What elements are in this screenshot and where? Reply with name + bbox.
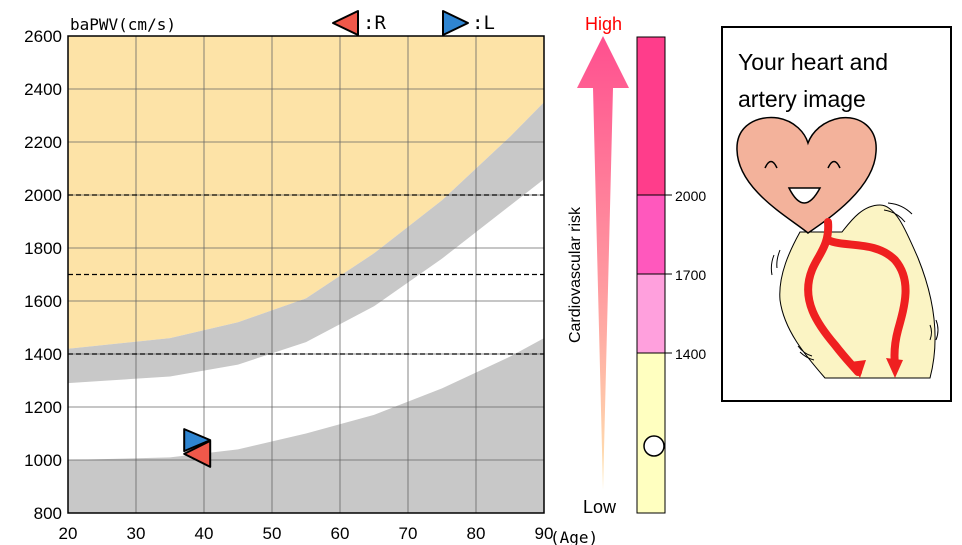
risk-high-label: High <box>585 14 622 34</box>
risk-scale-marker <box>643 435 665 457</box>
risk-level-high <box>636 194 666 275</box>
y-tick-label: 1000 <box>24 451 62 470</box>
scale-label-2000: 2000 <box>675 188 706 204</box>
risk-level-very-high <box>636 36 666 196</box>
y-axis-ticks: 800 1000 1200 1400 1600 1800 2000 2200 2400 2600 <box>24 27 62 523</box>
x-axis-ticks: 20 30 40 50 60 70 80 90 <box>59 524 554 543</box>
x-tick-label: 90 <box>535 524 554 543</box>
blood-flow-left <box>804 218 862 376</box>
risk-scale-bar: 2000 1700 1400 <box>636 36 706 514</box>
y-tick-label: 1200 <box>24 398 62 417</box>
heart-left-eye <box>764 160 778 169</box>
reference-lines <box>68 194 544 355</box>
normal-band-upper <box>68 102 544 384</box>
normal-band-lower <box>68 338 544 513</box>
risk-zone <box>68 36 544 349</box>
risk-axis-label: Cardiovascular risk <box>567 206 584 343</box>
plot-frame <box>67 35 545 514</box>
legend-left-label: :L <box>472 12 495 34</box>
heart-panel: Your heart and artery image <box>721 26 952 402</box>
motion-marks-top <box>883 202 913 223</box>
risk-level-normal <box>636 352 666 514</box>
risk-arrow: High Low Cardiovascular risk <box>567 14 629 517</box>
x-tick-label: 20 <box>59 524 78 543</box>
y-tick-label: 1600 <box>24 292 62 311</box>
right-marker-legend-icon <box>332 10 359 36</box>
x-tick-label: 50 <box>263 524 282 543</box>
plot-area <box>67 35 545 514</box>
x-tick-label: 30 <box>127 524 146 543</box>
heart-right-eye <box>827 160 841 169</box>
left-marker-legend-icon <box>442 10 469 36</box>
risk-arrow-shape <box>577 36 629 490</box>
x-tick-label: 40 <box>195 524 214 543</box>
blood-flow-right-head <box>886 358 903 378</box>
y-axis-label: baPWV(cm/s) <box>70 15 176 34</box>
x-axis-label: (Age) <box>550 528 598 545</box>
y-tick-label: 1800 <box>24 239 62 258</box>
y-tick-label: 2000 <box>24 186 62 205</box>
y-tick-label: 2200 <box>24 133 62 152</box>
x-tick-label: 70 <box>399 524 418 543</box>
risk-level-moderate <box>636 273 666 354</box>
legend: :R :L <box>332 10 495 36</box>
blood-flow-left-head <box>850 360 866 378</box>
motion-marks-right <box>929 319 939 341</box>
y-tick-label: 1400 <box>24 345 62 364</box>
y-tick-label: 2400 <box>24 80 62 99</box>
x-tick-label: 80 <box>467 524 486 543</box>
motion-marks-bottom <box>797 345 815 361</box>
scale-label-1400: 1400 <box>675 346 706 362</box>
heart-mouth <box>787 187 822 204</box>
heart-icon <box>736 116 877 234</box>
marker-right <box>183 439 212 468</box>
heart-panel-line2: artery image <box>738 86 866 112</box>
motion-marks-left <box>770 249 781 276</box>
data-markers <box>183 428 212 468</box>
risk-low-label: Low <box>583 497 617 517</box>
legend-right-label: :R <box>363 12 386 34</box>
y-tick-label: 800 <box>34 504 62 523</box>
marker-left <box>183 428 212 453</box>
heart-panel-line1: Your heart and <box>738 49 888 75</box>
scale-label-1700: 1700 <box>675 267 706 283</box>
blood-flow-right <box>824 236 910 369</box>
x-tick-label: 60 <box>331 524 350 543</box>
y-tick-label: 2600 <box>24 27 62 46</box>
